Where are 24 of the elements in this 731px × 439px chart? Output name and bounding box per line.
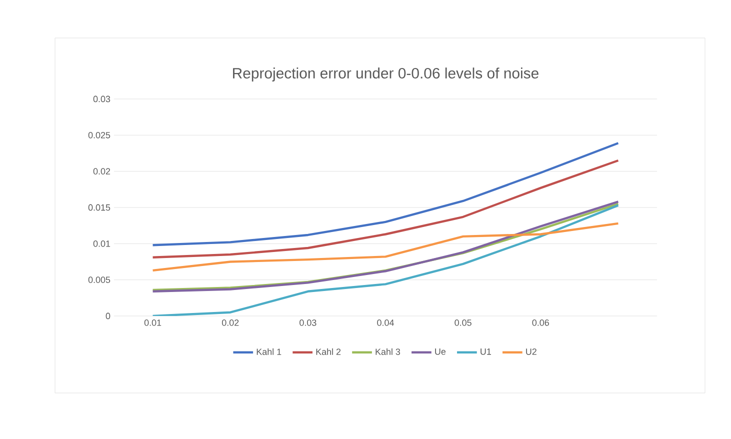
y-tick-label: 0.015 (88, 204, 110, 211)
legend-label: Ue (435, 348, 446, 355)
x-tick-label: 0.04 (377, 320, 394, 326)
y-tick-label: 0.02 (93, 168, 110, 174)
y-tick-label: 0.005 (88, 276, 110, 283)
legend-label: U2 (526, 348, 536, 355)
y-tick-label: 0.01 (93, 240, 110, 247)
legend-label: Kahl 1 (256, 348, 282, 355)
y-tick-label: 0 (106, 312, 110, 320)
x-tick-label: 0.01 (144, 320, 162, 326)
line-series (152, 222, 620, 272)
line-series (152, 142, 620, 246)
y-tick-label: 0.025 (88, 132, 110, 138)
x-tick-label: 0.06 (532, 320, 549, 326)
line-series (152, 159, 620, 258)
legend-label: Kahl 3 (376, 348, 400, 355)
legend-label: Kahl 2 (316, 348, 341, 355)
chart-title: Reprojection error under 0-0.06 levels of noise (233, 68, 538, 82)
x-tick-label: 0.05 (454, 320, 472, 326)
x-tick-label: 0.02 (222, 320, 239, 326)
y-tick-label: 0.03 (93, 96, 110, 102)
x-tick-label: 0.03 (300, 320, 316, 326)
line-series (152, 204, 620, 316)
legend-label: U1 (480, 348, 491, 355)
